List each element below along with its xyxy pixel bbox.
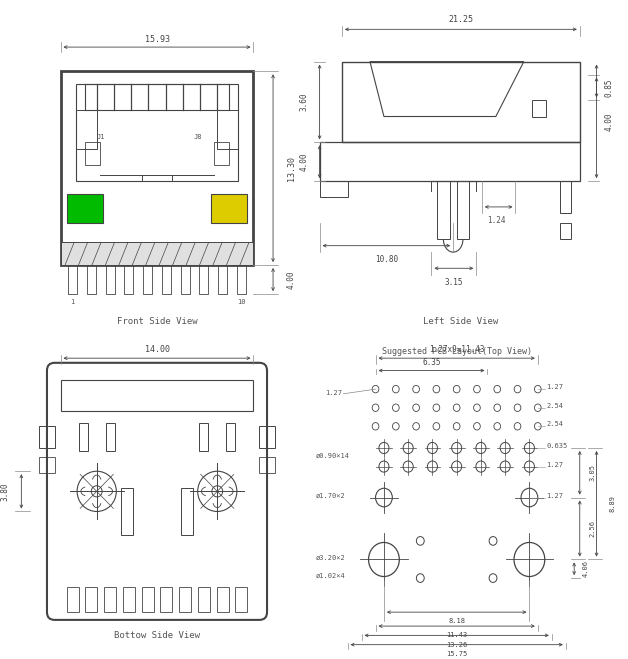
Text: 3.15: 3.15 (445, 278, 463, 287)
Bar (75, 84, 239, 181)
Text: 3.05: 3.05 (590, 465, 595, 481)
Bar (143, 265, 152, 294)
Bar (106, 423, 115, 451)
Bar (198, 587, 210, 612)
Bar (181, 265, 190, 294)
Text: ø1.70×2: ø1.70×2 (315, 492, 345, 499)
Text: 15.75: 15.75 (446, 651, 467, 657)
Text: 4.00: 4.00 (605, 112, 614, 130)
Text: 2.54: 2.54 (546, 421, 563, 427)
Bar (85, 587, 97, 612)
Text: J8: J8 (193, 134, 202, 140)
Bar (78, 423, 88, 451)
Text: 4.00: 4.00 (300, 152, 308, 171)
Bar (160, 587, 173, 612)
Bar (217, 110, 239, 149)
Text: Bottow Side View: Bottow Side View (114, 631, 200, 640)
Text: 1: 1 (70, 299, 75, 305)
Bar (179, 587, 191, 612)
Bar (218, 265, 227, 294)
Text: Suggested PCB Layout(Top View): Suggested PCB Layout(Top View) (382, 347, 532, 357)
Bar (259, 457, 274, 473)
Bar (68, 265, 77, 294)
Text: 3.80: 3.80 (0, 482, 9, 501)
Text: 10.80: 10.80 (375, 256, 398, 264)
Text: 1.27: 1.27 (325, 390, 342, 396)
Bar (214, 142, 229, 165)
Text: 2.56: 2.56 (590, 520, 595, 537)
Text: Left Side View: Left Side View (423, 318, 499, 326)
Bar (40, 457, 55, 473)
Bar (67, 587, 78, 612)
Text: 15.93: 15.93 (144, 35, 170, 44)
Text: Front Side View: Front Side View (117, 318, 197, 326)
Bar (141, 587, 154, 612)
Bar (320, 181, 347, 197)
Bar (199, 423, 208, 451)
Bar (67, 194, 103, 223)
Bar (226, 423, 236, 451)
Text: 1.27: 1.27 (546, 384, 563, 390)
Bar (181, 488, 193, 534)
Text: 1.24: 1.24 (487, 216, 506, 225)
Bar (437, 181, 450, 239)
Bar (532, 100, 546, 117)
Bar (60, 243, 254, 265)
Text: 8.18: 8.18 (448, 618, 465, 624)
Bar (560, 223, 571, 239)
Bar (121, 488, 133, 534)
Text: 3.60: 3.60 (300, 93, 308, 111)
Text: 4.06: 4.06 (583, 560, 588, 577)
Text: ø1.02×4: ø1.02×4 (315, 573, 345, 579)
Text: 13.26: 13.26 (446, 642, 467, 648)
Bar (236, 587, 247, 612)
Bar (259, 426, 274, 448)
Bar (85, 142, 100, 165)
Bar (560, 181, 571, 214)
Bar (60, 380, 254, 411)
Text: 2.54: 2.54 (546, 403, 563, 409)
Text: 1.27x9=11.43: 1.27x9=11.43 (429, 345, 484, 353)
Text: 13.30: 13.30 (286, 156, 296, 181)
Bar (104, 587, 116, 612)
Bar (320, 142, 580, 181)
Bar (211, 194, 247, 223)
Bar (60, 71, 254, 265)
Bar (162, 265, 171, 294)
Bar (342, 62, 580, 142)
Bar (237, 265, 246, 294)
Bar (199, 265, 208, 294)
Bar (124, 265, 133, 294)
Text: 10: 10 (237, 299, 246, 305)
Text: 4.00: 4.00 (286, 270, 296, 289)
Text: 1.27: 1.27 (546, 492, 563, 499)
Text: 8.89: 8.89 (609, 496, 615, 512)
Bar (457, 181, 469, 239)
Text: ø3.20×2: ø3.20×2 (315, 554, 345, 561)
Text: J1: J1 (97, 134, 106, 140)
Bar (123, 587, 135, 612)
Text: 6.35: 6.35 (422, 358, 441, 368)
Bar (75, 110, 97, 149)
Bar (40, 426, 55, 448)
Text: 11.43: 11.43 (446, 632, 467, 639)
Text: 1.27: 1.27 (546, 461, 563, 468)
Text: 21.25: 21.25 (448, 15, 474, 24)
Bar (106, 265, 115, 294)
Bar (217, 587, 229, 612)
Bar (87, 265, 96, 294)
Text: ø0.90×14: ø0.90×14 (315, 452, 349, 458)
Text: 14.00: 14.00 (144, 345, 170, 353)
Text: 0.635: 0.635 (546, 443, 568, 449)
Text: 0.85: 0.85 (605, 78, 614, 97)
